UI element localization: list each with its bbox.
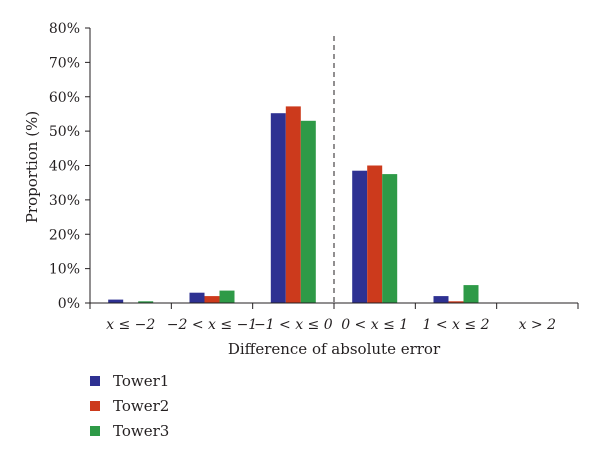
bar-tower1-2 [270, 113, 286, 303]
y-tick-label-8: 80% [49, 21, 80, 37]
bar-tower1-1 [189, 292, 205, 303]
bar-tower1-4 [433, 296, 449, 303]
x-tick-label-0: x ≤ −2 [106, 317, 155, 333]
legend-swatch-tower2 [90, 401, 100, 411]
legend-label-tower3: Tower3 [113, 422, 169, 440]
bar-tower3-4 [463, 285, 479, 303]
bar-tower3-1 [219, 290, 235, 303]
legend: Tower1 Tower2 Tower3 [90, 372, 169, 440]
x-axis-title: Difference of absolute error [228, 340, 441, 358]
y-tick-label-6: 60% [49, 90, 80, 106]
x-tick-label-3: 0 < x ≤ 1 [341, 317, 408, 333]
bar-tower3-3 [382, 174, 398, 303]
legend-label-tower2: Tower2 [113, 397, 169, 415]
bar-tower2-4 [448, 301, 464, 303]
bar-tower2-3 [367, 165, 383, 303]
bars-layer [108, 106, 479, 304]
y-tick-label-3: 30% [49, 193, 80, 209]
y-tick-label-1: 10% [49, 262, 80, 278]
bar-tower3-0 [138, 301, 154, 303]
x-tick-label-1: −2 < x ≤ −1 [167, 317, 257, 333]
y-tick-label-0: 0% [58, 296, 80, 312]
bar-tower3-2 [300, 120, 316, 303]
y-tick-label-7: 70% [49, 55, 80, 71]
bar-tower2-2 [285, 106, 301, 304]
y-tick-label-2: 20% [49, 227, 80, 243]
x-tick-label-5: x > 2 [519, 317, 557, 333]
y-axis-title: Proportion (%) [23, 111, 41, 223]
legend-swatch-tower1 [90, 376, 100, 386]
y-tick-label-4: 40% [49, 159, 80, 175]
legend-swatch-tower3 [90, 426, 100, 436]
bar-tower2-1 [204, 296, 220, 303]
y-tick-label-5: 50% [49, 124, 80, 140]
axes-layer [85, 27, 579, 309]
labels-layer: 0% 10% 20% 30% 40% 50% 60% 70% 80% x ≤ −2 −2 < x ≤… [49, 21, 556, 333]
x-tick-label-4: 1 < x ≤ 2 [423, 317, 490, 333]
bar-tower1-0 [108, 299, 124, 303]
x-tick-label-2: −1 < x ≤ 0 [254, 317, 333, 333]
bar-tower1-3 [352, 170, 368, 303]
legend-label-tower1: Tower1 [113, 372, 169, 390]
